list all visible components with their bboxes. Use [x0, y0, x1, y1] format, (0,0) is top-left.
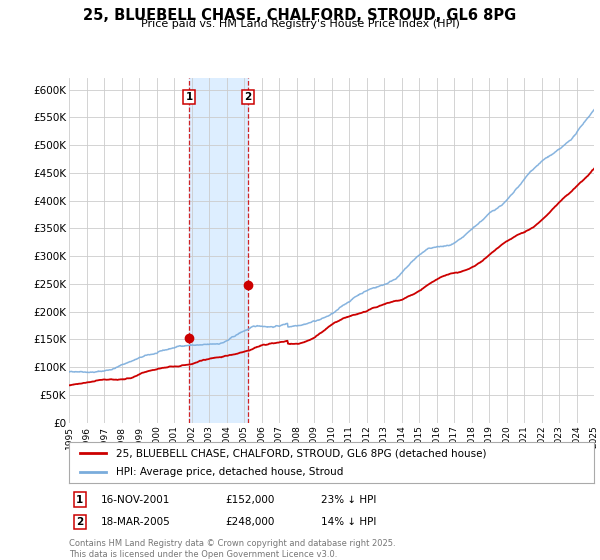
Text: 25, BLUEBELL CHASE, CHALFORD, STROUD, GL6 8PG (detached house): 25, BLUEBELL CHASE, CHALFORD, STROUD, GL… [116, 449, 487, 458]
Text: £248,000: £248,000 [225, 517, 274, 527]
Text: £152,000: £152,000 [225, 494, 274, 505]
Text: 1: 1 [76, 494, 83, 505]
Text: 14% ↓ HPI: 14% ↓ HPI [321, 517, 376, 527]
Text: 2: 2 [76, 517, 83, 527]
Text: 2: 2 [244, 92, 251, 102]
Text: 25, BLUEBELL CHASE, CHALFORD, STROUD, GL6 8PG: 25, BLUEBELL CHASE, CHALFORD, STROUD, GL… [83, 8, 517, 24]
Text: Contains HM Land Registry data © Crown copyright and database right 2025.
This d: Contains HM Land Registry data © Crown c… [69, 539, 395, 559]
Text: 23% ↓ HPI: 23% ↓ HPI [321, 494, 376, 505]
Text: 18-MAR-2005: 18-MAR-2005 [101, 517, 170, 527]
Bar [190, 78, 248, 423]
Text: 16-NOV-2001: 16-NOV-2001 [101, 494, 170, 505]
Text: 1: 1 [186, 92, 193, 102]
Text: Price paid vs. HM Land Registry's House Price Index (HPI): Price paid vs. HM Land Registry's House … [140, 19, 460, 29]
Text: HPI: Average price, detached house, Stroud: HPI: Average price, detached house, Stro… [116, 467, 344, 477]
